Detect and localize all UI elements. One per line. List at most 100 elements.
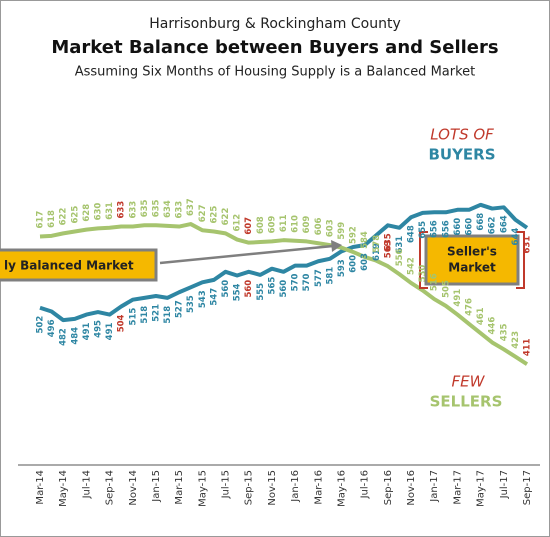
x-tick-label: Sep-16 [383,470,394,505]
x-tick-label: Jan-17 [429,470,440,503]
data-label: 635 [383,233,393,251]
data-label: 484 [70,327,80,345]
data-label: 622 [59,208,69,226]
data-label: 556 [395,248,405,266]
x-tick-label: Nov-14 [128,470,139,506]
x-tick-label: Mar-15 [174,470,185,505]
data-label: 491 [453,289,463,307]
data-label: 606 [314,217,324,235]
data-label: 644 [511,228,521,246]
x-tick-label: Mar-16 [313,470,324,505]
data-label: 411 [523,338,533,356]
data-label: 555 [256,283,266,301]
x-tick-label: Jul-16 [360,470,371,499]
data-label: 618 [47,210,57,228]
data-label: 633 [128,201,138,219]
data-label: 570 [302,274,312,292]
data-label: 593 [337,259,347,277]
x-tick-label: Jan-15 [151,470,162,503]
annotation: ly Balanced Market [4,259,134,273]
x-tick-label: Sep-17 [522,470,533,505]
data-label: 633 [117,201,127,219]
data-label: 660 [465,218,475,236]
x-tick-label: May-16 [336,470,347,507]
data-label: 482 [59,328,69,346]
data-label: 660 [453,218,463,236]
data-label: 570 [291,274,301,292]
chart-title: Market Balance between Buyers and Seller… [51,37,498,58]
annotation: LOTS OF [430,126,494,144]
data-label: 518 [140,306,150,324]
data-label: 542 [407,257,417,275]
data-label: 577 [314,269,324,287]
data-label: 630 [93,203,103,221]
x-tick-label: Jan-16 [290,470,301,503]
line [39,222,529,366]
data-label: 625 [209,206,219,224]
data-label: 504 [117,314,127,332]
x-tick-label: Jul-14 [81,470,92,499]
data-label: 635 [140,199,150,217]
data-label: 584 [360,231,370,249]
chart-supertitle: Harrisonburg & Rockingham County [149,16,401,32]
data-label: 648 [407,225,417,243]
data-label: 423 [511,331,521,349]
x-tick-label: May-14 [58,470,69,507]
data-label: 603 [325,219,335,237]
data-label: 491 [82,323,92,341]
data-label: 446 [488,317,498,335]
balanced-box [0,248,158,282]
data-label: 461 [476,307,486,325]
data-label: 496 [47,319,57,337]
chart-subtitle: Assuming Six Months of Housing Supply is… [75,65,476,80]
annotation: Market [448,261,496,275]
x-tick-label: Jul-15 [221,470,232,499]
data-label: 611 [279,214,289,232]
data-label: 656 [430,220,440,238]
data-label: 515 [128,308,138,326]
data-label: 495 [93,320,103,338]
x-tick-label: Sep-14 [105,470,116,505]
data-label: 612 [233,214,243,232]
data-label: 617 [36,211,46,229]
data-label: 502 [36,316,46,334]
data-label: 560 [244,280,254,298]
data-label: 435 [499,323,509,341]
data-label: 547 [209,288,219,306]
data-label: 608 [256,216,266,234]
data-label: 535 [186,295,196,313]
data-label: 518 [163,306,173,324]
annotation: FEW [452,373,486,391]
data-label: 625 [70,206,80,224]
arrow [159,244,334,265]
data-label: 581 [325,267,335,285]
data-label: 668 [476,213,486,231]
data-label: 527 [175,300,185,318]
data-label: 569 [383,240,393,258]
data-label: 622 [221,208,231,226]
x-tick-label: Nov-16 [406,470,417,506]
data-label: 505 [441,280,451,298]
data-label: 600 [349,255,359,273]
data-label: 554 [233,283,243,301]
data-label: 599 [337,222,347,240]
data-label: 592 [349,226,359,244]
data-label: 662 [488,216,498,234]
data-label: 633 [175,201,185,219]
data-label: 560 [221,280,231,298]
data-label: 607 [244,217,254,235]
data-label: 635 [151,199,161,217]
data-label: 631 [105,202,115,220]
data-label: 603 [360,253,370,271]
data-label: 516 [430,273,440,291]
x-tick-label: Sep-15 [244,470,255,505]
legend-label: SELLERS [430,393,503,411]
annotation: Seller's [447,245,497,259]
line [39,202,529,323]
data-label: 491 [105,323,115,341]
data-label: 637 [186,198,196,216]
data-label: 628 [82,204,92,222]
data-label: 634 [163,200,173,218]
x-tick-label: May-15 [197,470,208,507]
